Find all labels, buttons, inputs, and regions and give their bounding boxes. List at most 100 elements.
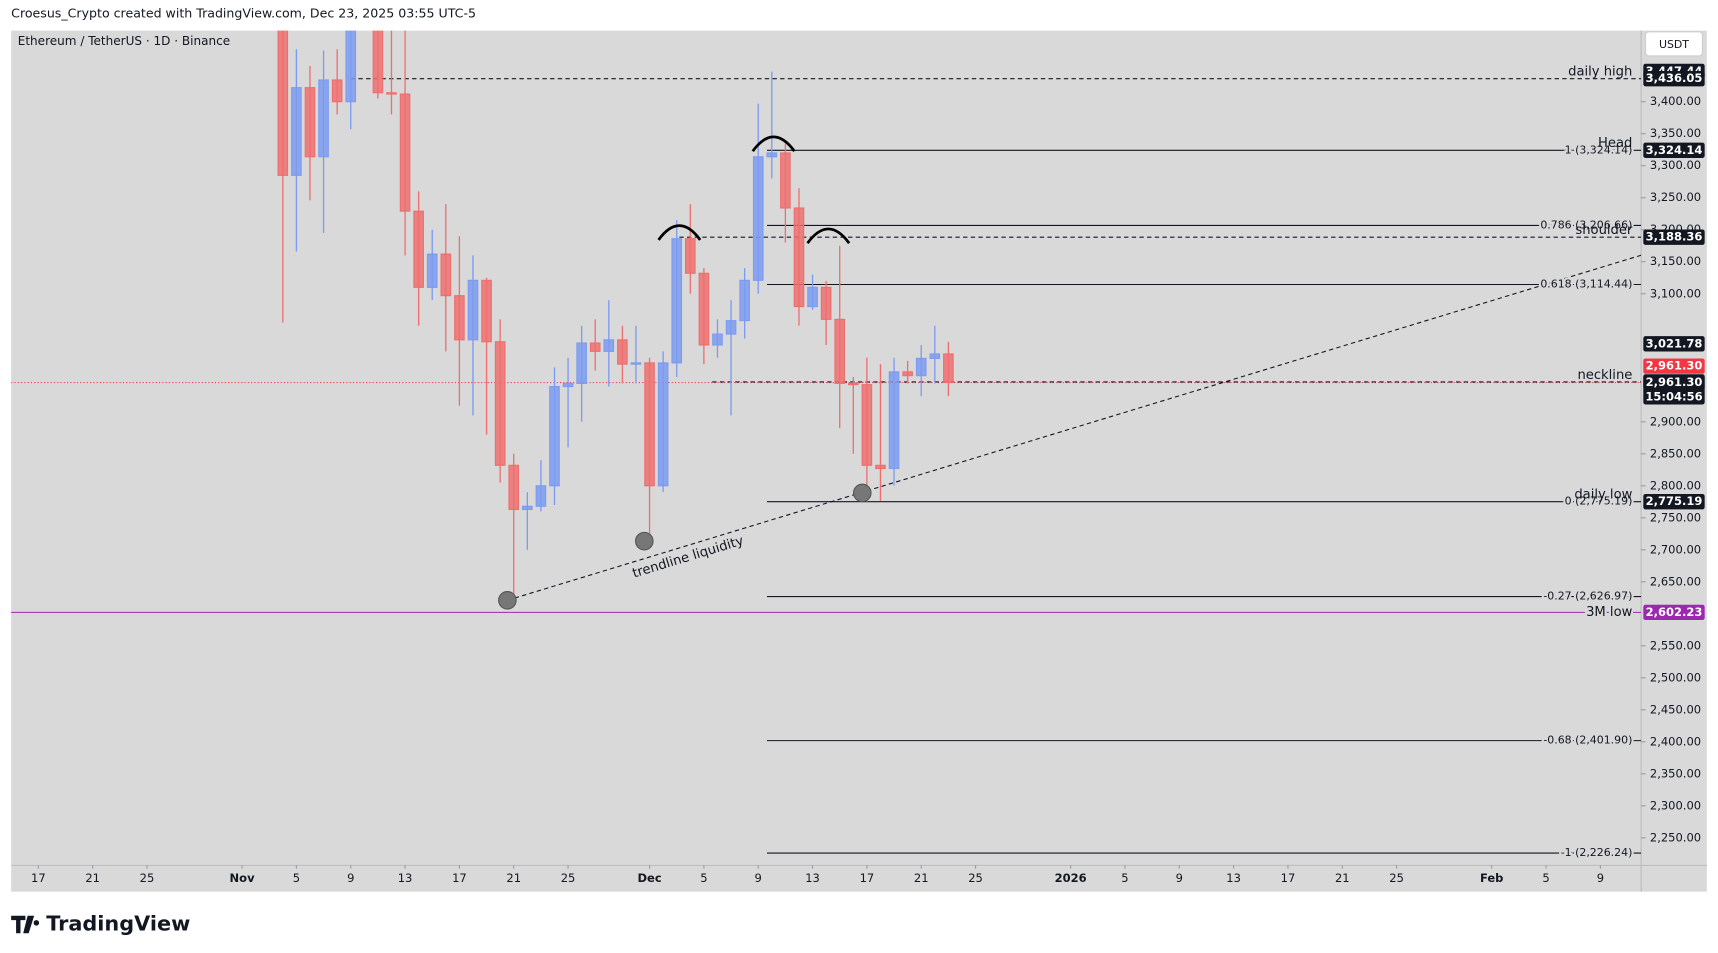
x-tick-label: 5 bbox=[293, 871, 300, 885]
price-badge bbox=[1643, 493, 1705, 510]
time-axis bbox=[11, 865, 1707, 892]
x-tick-label: 5 bbox=[700, 871, 707, 885]
y-tick-label: 2,800.00 bbox=[1650, 478, 1701, 492]
pattern-arc bbox=[657, 224, 702, 241]
y-tick-label: 2,700.00 bbox=[1650, 542, 1701, 556]
candle-body bbox=[386, 92, 397, 95]
candle-body bbox=[807, 286, 818, 308]
candle-body bbox=[915, 357, 927, 377]
candle-body bbox=[848, 382, 859, 386]
countdown: 15:04:56 bbox=[1645, 389, 1702, 403]
candle-body bbox=[657, 362, 669, 487]
candle-body bbox=[535, 485, 547, 507]
trendline bbox=[507, 254, 1642, 601]
candle-body bbox=[875, 464, 886, 470]
candle-body bbox=[481, 279, 492, 343]
candle-body bbox=[766, 152, 778, 158]
candle-body bbox=[902, 371, 913, 377]
candle-body bbox=[752, 156, 764, 281]
y-tick-label: 2,350.00 bbox=[1650, 766, 1701, 780]
x-tick-label: 17 bbox=[31, 871, 46, 885]
x-tick-label: 21 bbox=[85, 871, 100, 885]
last-price-badge bbox=[1643, 358, 1705, 374]
candle-body bbox=[399, 93, 411, 212]
y-tick-label: 2,550.00 bbox=[1650, 638, 1701, 652]
y-tick-label: 2,250.00 bbox=[1650, 830, 1701, 844]
x-tick-label: 9 bbox=[347, 871, 354, 885]
candle-body bbox=[345, 30, 357, 103]
candle-body bbox=[725, 320, 737, 335]
price-badge bbox=[1643, 229, 1705, 245]
y-tick-label: 2,500.00 bbox=[1650, 670, 1701, 684]
x-tick-label: 21 bbox=[1335, 871, 1350, 885]
candle-body bbox=[685, 238, 696, 274]
y-tick-label: 3,100.00 bbox=[1650, 286, 1701, 300]
fib-label: -0.68 (2,401.90) bbox=[1543, 734, 1632, 747]
liquidity-point bbox=[852, 483, 872, 503]
y-tick-label: 3,250.00 bbox=[1650, 190, 1701, 204]
x-tick-label: 5 bbox=[1121, 871, 1128, 885]
brand: TradingView bbox=[46, 912, 190, 936]
symbol-title: Ethereum / TetherUS · 1D · Binance bbox=[18, 34, 230, 48]
y-tick-label: 2,300.00 bbox=[1650, 798, 1701, 812]
price-badge-label: 2,602.23 bbox=[1646, 605, 1703, 619]
candle-body bbox=[576, 342, 587, 384]
price-badge-label: 3,436.05 bbox=[1646, 71, 1703, 85]
fib-label: 0 (2,775.19) bbox=[1565, 495, 1633, 508]
candle-body bbox=[820, 286, 832, 320]
candle-body bbox=[454, 295, 465, 341]
candle-body bbox=[780, 152, 791, 209]
y-tick-label: 3,400.00 bbox=[1650, 94, 1701, 108]
last-price-label: 2,961.30 bbox=[1646, 375, 1703, 389]
y-tick-label: 2,850.00 bbox=[1650, 446, 1701, 460]
x-tick-label: 25 bbox=[1389, 871, 1404, 885]
candle-body bbox=[508, 464, 520, 511]
x-tick-label: 13 bbox=[805, 871, 820, 885]
price-badge bbox=[1643, 336, 1705, 352]
fib-label: -1 (2,226.24) bbox=[1561, 846, 1633, 859]
y-tick-label: 3,350.00 bbox=[1650, 126, 1701, 140]
x-tick-label: 9 bbox=[1176, 871, 1183, 885]
credit: Croesus_Crypto created with TradingView.… bbox=[11, 6, 476, 21]
candle-body bbox=[630, 362, 642, 365]
x-tick-label: Nov bbox=[230, 871, 256, 885]
candle-body bbox=[372, 30, 384, 94]
price-badge-label: 3,188.36 bbox=[1646, 230, 1703, 244]
level-label: neckline bbox=[1577, 368, 1632, 383]
candle-body bbox=[739, 279, 750, 322]
candle-body bbox=[426, 253, 438, 288]
price-axis bbox=[1641, 30, 1707, 866]
x-tick-label: 13 bbox=[398, 871, 413, 885]
candle-body bbox=[943, 353, 954, 384]
x-tick-label: Feb bbox=[1480, 871, 1503, 885]
x-tick-label: Dec bbox=[637, 871, 661, 885]
candle-body bbox=[671, 238, 683, 364]
liquidity-point bbox=[634, 531, 654, 551]
price-badge-label: 3,021.78 bbox=[1646, 336, 1703, 350]
x-tick-label: 25 bbox=[561, 871, 576, 885]
candle-body bbox=[888, 371, 900, 470]
currency-button[interactable] bbox=[1644, 31, 1704, 57]
fib-label: 0.786 (3,206.66) bbox=[1540, 218, 1632, 231]
candle-body bbox=[617, 339, 628, 365]
x-tick-label: 9 bbox=[755, 871, 762, 885]
fib-label: -0.27 (2,626.97) bbox=[1543, 590, 1632, 603]
candle-body bbox=[331, 79, 343, 103]
level-label: 3M low bbox=[1586, 605, 1633, 620]
y-tick-label: 3,150.00 bbox=[1650, 254, 1701, 268]
candle-body bbox=[318, 79, 329, 158]
x-tick-label: 2026 bbox=[1055, 871, 1087, 885]
currency[interactable]: USDT bbox=[1659, 38, 1689, 51]
y-tick-label: 2,750.00 bbox=[1650, 510, 1701, 524]
candle-body bbox=[589, 342, 601, 352]
last-price-label: 2,961.30 bbox=[1646, 359, 1703, 373]
x-tick-label: 17 bbox=[452, 871, 467, 885]
level-label: daily high bbox=[1568, 65, 1632, 80]
candle-body bbox=[291, 87, 302, 176]
candle-body bbox=[549, 386, 560, 487]
candle-body bbox=[929, 353, 941, 359]
candle-body bbox=[277, 30, 289, 176]
y-tick-label: 3,300.00 bbox=[1650, 158, 1701, 172]
candle-body bbox=[440, 253, 452, 297]
